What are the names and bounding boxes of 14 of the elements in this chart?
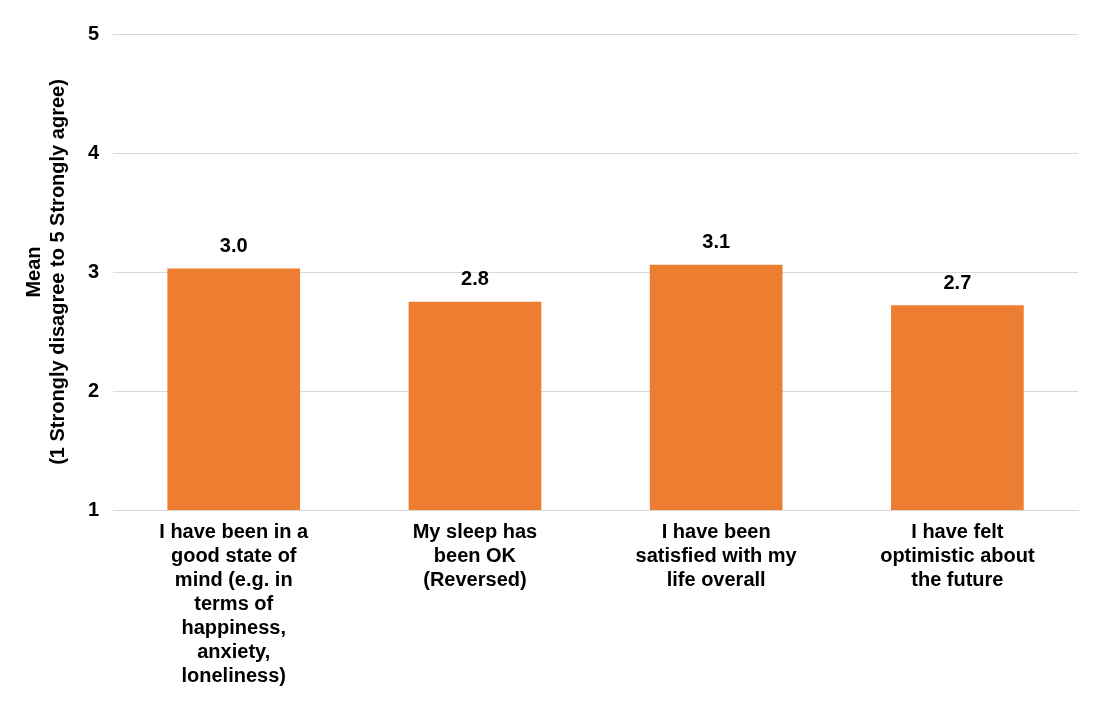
y-tick-label: 4 [88,140,100,163]
y-axis-title: Mean (1 Strongly disagree to 5 Strongly agree) [21,79,68,465]
x-tick-label: I have been in a good state of mind (e.g. in terms of happiness, anxiety, loneliness) [159,519,310,686]
y-tick-label: 3 [88,259,100,282]
x-tick-label: My sleep has been OK (Reversed) [412,519,538,590]
y-tick-label: 1 [88,497,100,520]
x-tick-label: I have been satisfied with my life overall [635,519,798,590]
data-label: 2.7 [943,270,972,293]
data-label: 3.0 [219,233,248,256]
data-label: 2.8 [461,267,489,290]
y-tick-label: 5 [88,21,100,44]
x-tick-label: I have felt optimistic about the future [880,519,1035,590]
y-tick-label: 2 [88,378,100,401]
data-label: 3.1 [702,230,731,253]
